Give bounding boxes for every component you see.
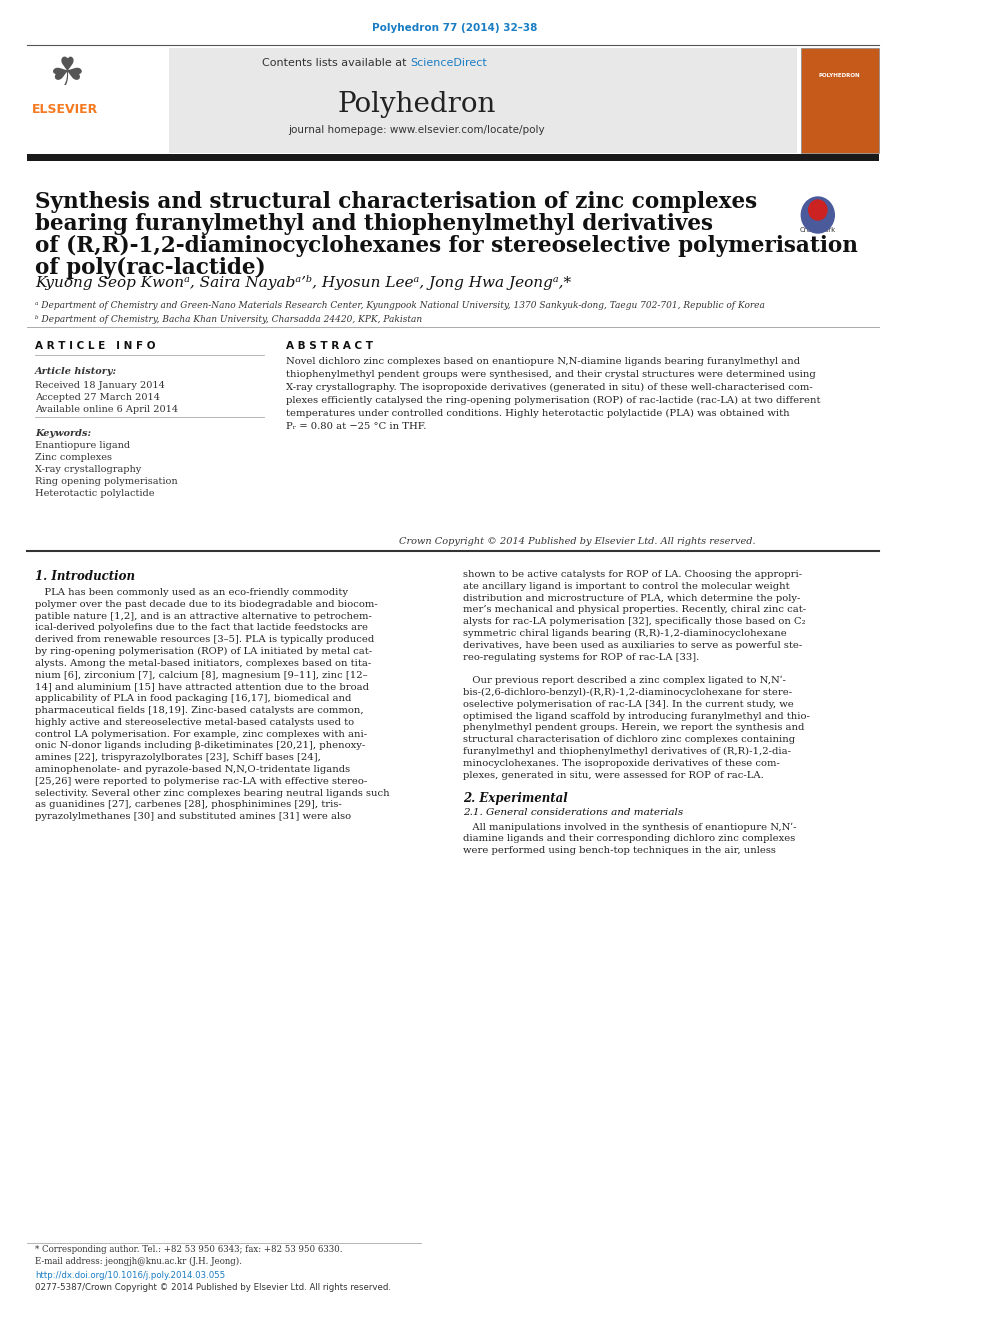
Text: X-ray crystallography. The isopropoxide derivatives (generated in situ) of these: X-ray crystallography. The isopropoxide … <box>286 382 812 392</box>
Bar <box>28 48 170 153</box>
Text: Enantiopure ligand: Enantiopure ligand <box>35 441 130 450</box>
Text: oselective polymerisation of rac-LA [34]. In the current study, we: oselective polymerisation of rac-LA [34]… <box>463 700 795 709</box>
Text: shown to be active catalysts for ROP of LA. Choosing the appropri-: shown to be active catalysts for ROP of … <box>463 570 803 579</box>
Text: bearing furanylmethyl and thiophenylmethyl derivatives: bearing furanylmethyl and thiophenylmeth… <box>35 213 713 235</box>
Bar <box>28 48 797 153</box>
Text: onic N-donor ligands including β-diketiminates [20,21], phenoxy-: onic N-donor ligands including β-diketim… <box>35 741 365 750</box>
Text: plexes, generated in situ, were assessed for ROP of rac-LA.: plexes, generated in situ, were assessed… <box>463 770 764 779</box>
Text: pharmaceutical fields [18,19]. Zinc-based catalysts are common,: pharmaceutical fields [18,19]. Zinc-base… <box>35 706 363 714</box>
Text: highly active and stereoselective metal-based catalysts used to: highly active and stereoselective metal-… <box>35 718 354 726</box>
Text: selectivity. Several other zinc complexes bearing neutral ligands such: selectivity. Several other zinc complexe… <box>35 789 390 798</box>
Text: All manipulations involved in the synthesis of enantiopure N,Nʹ-: All manipulations involved in the synthe… <box>463 823 797 832</box>
Text: alysts. Among the metal-based initiators, complexes based on tita-: alysts. Among the metal-based initiators… <box>35 659 371 668</box>
Text: furanylmethyl and thiophenylmethyl derivatives of (R,R)-1,2-dia-: furanylmethyl and thiophenylmethyl deriv… <box>463 747 792 757</box>
Text: Our previous report described a zinc complex ligated to N,Nʹ-: Our previous report described a zinc com… <box>463 676 787 685</box>
Text: E-mail address: jeongjh@knu.ac.kr (J.H. Jeong).: E-mail address: jeongjh@knu.ac.kr (J.H. … <box>35 1257 242 1266</box>
Text: distribution and microstructure of PLA, which determine the poly-: distribution and microstructure of PLA, … <box>463 594 801 602</box>
Text: 2. Experimental: 2. Experimental <box>463 792 568 806</box>
Text: amines [22], trispyrazolylborates [23], Schiff bases [24],: amines [22], trispyrazolylborates [23], … <box>35 753 320 762</box>
Text: Contents lists available at: Contents lists available at <box>262 58 411 67</box>
Text: ELSEVIER: ELSEVIER <box>32 103 98 116</box>
Text: ☘: ☘ <box>51 56 85 93</box>
Text: A R T I C L E   I N F O: A R T I C L E I N F O <box>35 341 156 351</box>
Text: derived from renewable resources [3–5]. PLA is typically produced: derived from renewable resources [3–5]. … <box>35 635 374 644</box>
Text: nium [6], zirconium [7], calcium [8], magnesium [9–11], zinc [12–: nium [6], zirconium [7], calcium [8], ma… <box>35 671 367 680</box>
Text: patible nature [1,2], and is an attractive alternative to petrochem-: patible nature [1,2], and is an attracti… <box>35 611 372 620</box>
Text: of (R,R)-1,2-diaminocyclohexanes for stereoselective polymerisation: of (R,R)-1,2-diaminocyclohexanes for ste… <box>35 235 858 257</box>
Text: 2.1. General considerations and materials: 2.1. General considerations and material… <box>463 808 683 818</box>
Text: Polyhedron: Polyhedron <box>337 91 496 118</box>
Text: plexes efficiently catalysed the ring-opening polymerisation (ROP) of rac-lactid: plexes efficiently catalysed the ring-op… <box>286 396 820 405</box>
Text: CrossMark: CrossMark <box>800 228 836 233</box>
Text: Keywords:: Keywords: <box>35 429 91 438</box>
Text: 1. Introduction: 1. Introduction <box>35 570 135 583</box>
Text: aminophenolate- and pyrazole-based N,N,O-tridentate ligands: aminophenolate- and pyrazole-based N,N,O… <box>35 765 350 774</box>
Text: ScienceDirect: ScienceDirect <box>411 58 487 67</box>
Text: ᵃ Department of Chemistry and Green-Nano Materials Research Center, Kyungpook Na: ᵃ Department of Chemistry and Green-Nano… <box>35 302 765 310</box>
Text: phenylmethyl pendent groups. Herein, we report the synthesis and: phenylmethyl pendent groups. Herein, we … <box>463 724 805 733</box>
Text: Synthesis and structural characterisation of zinc complexes: Synthesis and structural characterisatio… <box>35 191 757 213</box>
Text: ate ancillary ligand is important to control the molecular weight: ate ancillary ligand is important to con… <box>463 582 790 591</box>
Text: [25,26] were reported to polymerise rac-LA with effective stereo-: [25,26] were reported to polymerise rac-… <box>35 777 367 786</box>
Text: PLA has been commonly used as an eco-friendly commodity: PLA has been commonly used as an eco-fri… <box>35 587 348 597</box>
Text: minocyclohexanes. The isopropoxide derivatives of these com-: minocyclohexanes. The isopropoxide deriv… <box>463 759 781 767</box>
Text: thiophenylmethyl pendent groups were synthesised, and their crystal structures w: thiophenylmethyl pendent groups were syn… <box>286 370 815 378</box>
Text: Pᵣ = 0.80 at −25 °C in THF.: Pᵣ = 0.80 at −25 °C in THF. <box>286 422 427 431</box>
Text: A B S T R A C T: A B S T R A C T <box>286 341 373 351</box>
Text: Kyuong Seop Kwonᵃ, Saira Nayabᵃ’ᵇ, Hyosun Leeᵃ, Jong Hwa Jeongᵃ,*: Kyuong Seop Kwonᵃ, Saira Nayabᵃ’ᵇ, Hyosu… <box>35 275 571 290</box>
Text: Received 18 January 2014: Received 18 January 2014 <box>35 381 165 390</box>
Text: journal homepage: www.elsevier.com/locate/poly: journal homepage: www.elsevier.com/locat… <box>289 124 545 135</box>
Text: symmetric chiral ligands bearing (R,R)-1,2-diaminocyclohexane: symmetric chiral ligands bearing (R,R)-1… <box>463 628 787 638</box>
Text: Crown Copyright © 2014 Published by Elsevier Ltd. All rights reserved.: Crown Copyright © 2014 Published by Else… <box>399 537 755 546</box>
Text: structural characterisation of dichloro zinc complexes containing: structural characterisation of dichloro … <box>463 736 796 745</box>
Text: Zinc complexes: Zinc complexes <box>35 452 112 462</box>
Text: ical-derived polyolefins due to the fact that lactide feedstocks are: ical-derived polyolefins due to the fact… <box>35 623 368 632</box>
Text: Article history:: Article history: <box>35 366 117 376</box>
Text: Ring opening polymerisation: Ring opening polymerisation <box>35 478 178 486</box>
Text: Accepted 27 March 2014: Accepted 27 March 2014 <box>35 393 160 402</box>
Text: reo-regulating systems for ROP of rac-LA [33].: reo-regulating systems for ROP of rac-LA… <box>463 652 699 662</box>
Circle shape <box>808 200 827 220</box>
Text: 14] and aluminium [15] have attracted attention due to the broad: 14] and aluminium [15] have attracted at… <box>35 683 369 692</box>
Text: Heterotactic polylactide: Heterotactic polylactide <box>35 490 155 497</box>
Text: of poly(rac-lactide): of poly(rac-lactide) <box>35 257 266 279</box>
Text: alysts for rac-LA polymerisation [32], specifically those based on C₂: alysts for rac-LA polymerisation [32], s… <box>463 618 806 626</box>
Text: X-ray crystallography: X-ray crystallography <box>35 464 141 474</box>
Text: Available online 6 April 2014: Available online 6 April 2014 <box>35 405 178 414</box>
Text: 0277-5387/Crown Copyright © 2014 Published by Elsevier Ltd. All rights reserved.: 0277-5387/Crown Copyright © 2014 Publish… <box>35 1283 391 1293</box>
Text: http://dx.doi.org/10.1016/j.poly.2014.03.055: http://dx.doi.org/10.1016/j.poly.2014.03… <box>35 1271 225 1279</box>
Text: optimised the ligand scaffold by introducing furanylmethyl and thio-: optimised the ligand scaffold by introdu… <box>463 712 810 721</box>
Text: Novel dichloro zinc complexes based on enantiopure N,N-diamine ligands bearing f: Novel dichloro zinc complexes based on e… <box>286 357 800 366</box>
Text: were performed using bench-top techniques in the air, unless: were performed using bench-top technique… <box>463 845 777 855</box>
Text: temperatures under controlled conditions. Highly heterotactic polylactide (PLA) : temperatures under controlled conditions… <box>286 409 790 418</box>
Text: Polyhedron 77 (2014) 32–38: Polyhedron 77 (2014) 32–38 <box>372 22 537 33</box>
Text: applicability of PLA in food packaging [16,17], biomedical and: applicability of PLA in food packaging [… <box>35 695 351 704</box>
Text: diamine ligands and their corresponding dichloro zinc complexes: diamine ligands and their corresponding … <box>463 835 796 843</box>
Text: by ring-opening polymerisation (ROP) of LA initiated by metal cat-: by ring-opening polymerisation (ROP) of … <box>35 647 372 656</box>
Text: control LA polymerisation. For example, zinc complexes with ani-: control LA polymerisation. For example, … <box>35 729 367 738</box>
Text: polymer over the past decade due to its biodegradable and biocom-: polymer over the past decade due to its … <box>35 599 378 609</box>
Text: bis-(2,6-dichloro-benzyl)-(R,R)-1,2-diaminocyclohexane for stere-: bis-(2,6-dichloro-benzyl)-(R,R)-1,2-diam… <box>463 688 793 697</box>
Circle shape <box>802 197 834 233</box>
Text: mer’s mechanical and physical properties. Recently, chiral zinc cat-: mer’s mechanical and physical properties… <box>463 606 806 614</box>
Text: derivatives, have been used as auxiliaries to serve as powerful ste-: derivatives, have been used as auxiliari… <box>463 640 803 650</box>
Text: * Corresponding author. Tel.: +82 53 950 6343; fax: +82 53 950 6330.: * Corresponding author. Tel.: +82 53 950… <box>35 1245 342 1254</box>
Text: POLYHEDRON: POLYHEDRON <box>819 73 861 78</box>
Text: ᵇ Department of Chemistry, Bacha Khan University, Charsadda 24420, KPK, Pakistan: ᵇ Department of Chemistry, Bacha Khan Un… <box>35 315 422 324</box>
Bar <box>28 153 879 161</box>
Text: as guanidines [27], carbenes [28], phosphinimines [29], tris-: as guanidines [27], carbenes [28], phosp… <box>35 800 341 810</box>
Bar <box>802 48 879 153</box>
Text: pyrazolylmethanes [30] and substituted amines [31] were also: pyrazolylmethanes [30] and substituted a… <box>35 812 351 822</box>
